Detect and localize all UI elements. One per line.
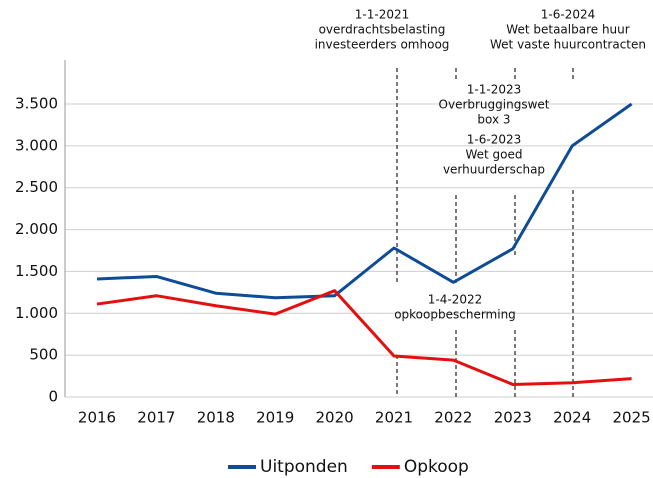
x-tick-label: 2024 [553, 409, 591, 427]
x-tick-label: 2020 [316, 409, 354, 427]
annotation: 1-1-2023 [467, 83, 521, 97]
y-tick-label: 0 [48, 388, 58, 406]
annotation: opkoopbescherming [394, 308, 516, 322]
annotation: Wet vaste huurcontracten [490, 38, 646, 52]
annotation: 1-4-2022 [428, 293, 482, 307]
series-line [96, 289, 632, 386]
annotation: 1-6-2023 [467, 133, 521, 147]
annotation: investeerders omhoog [315, 38, 450, 52]
y-tick-label: 2.000 [15, 220, 58, 238]
x-tick-label: 2025 [613, 409, 651, 427]
y-tick-label: 500 [29, 346, 58, 364]
annotation: 1-6-2024 [541, 8, 595, 22]
x-tick-label: 2022 [434, 409, 472, 427]
y-tick-label: 3.000 [15, 136, 58, 154]
x-tick-label: 2017 [137, 409, 175, 427]
annotation: overdrachtsbelasting [319, 23, 446, 37]
y-tick-label: 2.500 [15, 178, 58, 196]
annotation: Wet betaalbare huur [506, 23, 629, 37]
legend-label: Uitponden [260, 457, 348, 477]
y-tick-label: 3.500 [15, 95, 58, 113]
y-tick-label: 1.000 [15, 304, 58, 322]
annotation: Overbruggingswet [439, 98, 550, 112]
x-tick-label: 2021 [375, 409, 413, 427]
y-tick-label: 1.500 [15, 262, 58, 280]
x-tick-label: 2016 [78, 409, 116, 427]
x-tick-label: 2019 [256, 409, 294, 427]
x-tick-label: 2023 [494, 409, 532, 427]
legend-label: Opkoop [404, 457, 469, 477]
series-line [96, 102, 633, 300]
annotation: box 3 [477, 113, 510, 127]
annotation: Wet goed [465, 148, 522, 162]
annotation: verhuurderschap [443, 163, 545, 177]
annotation: 1-1-2021 [355, 8, 409, 22]
x-tick-label: 2018 [197, 409, 235, 427]
